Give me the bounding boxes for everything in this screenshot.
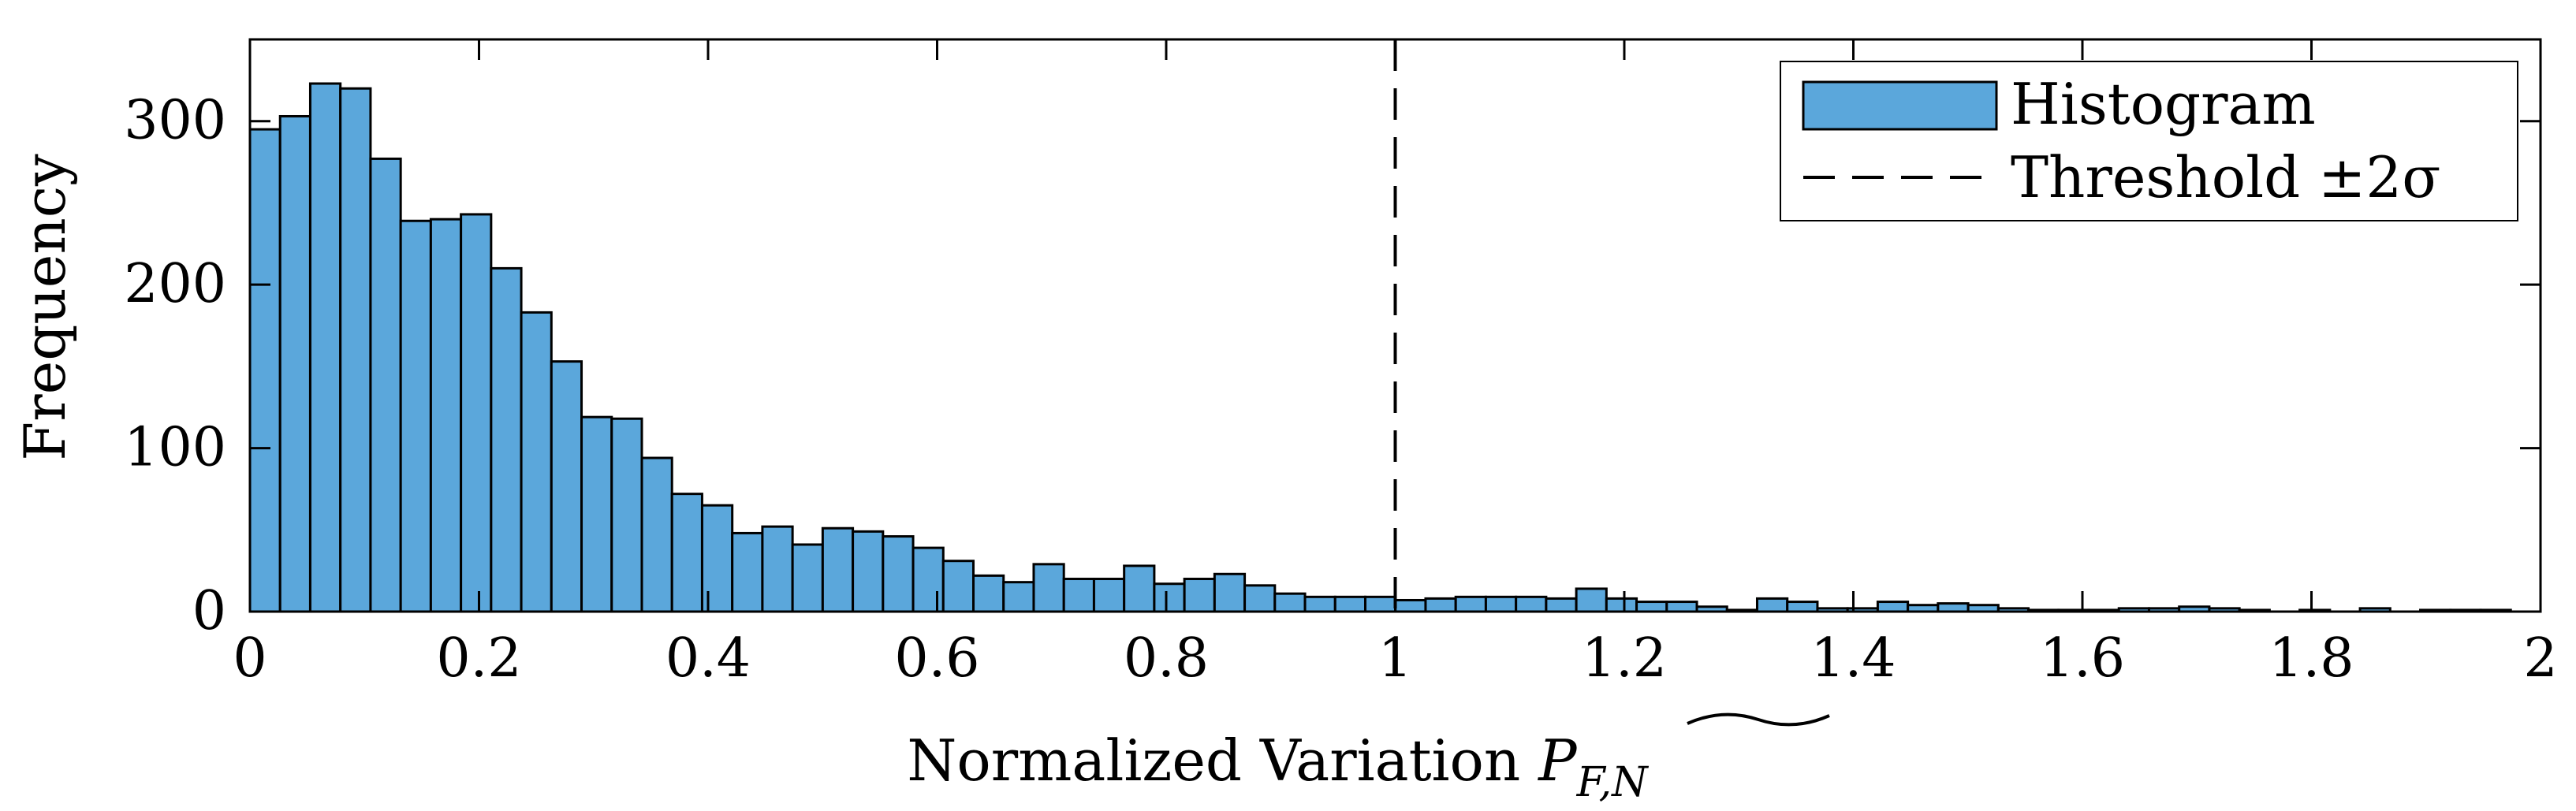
histogram-bar: [1213, 572, 1247, 613]
histogram-bar: [1123, 564, 1156, 613]
histogram-bar: [670, 493, 703, 613]
histogram-bar: [1484, 595, 1518, 613]
legend-threshold-label: Threshold ±2σ: [2011, 144, 2440, 210]
x-tick-label: 1: [1378, 627, 1412, 690]
histogram-bar: [399, 219, 432, 613]
x-tick-label: 0.6: [894, 627, 979, 690]
legend-histogram-swatch: [1802, 80, 1998, 131]
histogram-bar: [731, 531, 764, 613]
legend: Histogram Threshold ±2σ: [1780, 61, 2518, 221]
histogram-bar: [700, 504, 734, 613]
histogram-bar: [640, 456, 673, 613]
histogram-bar: [1575, 587, 1608, 613]
histogram-bar: [821, 526, 855, 613]
histogram-bar: [1394, 598, 1427, 613]
histogram-bar: [1454, 595, 1487, 613]
y-tick-label: 300: [124, 90, 226, 152]
x-tick-label: 0: [233, 627, 267, 690]
x-axis-label-subscript: F,N: [1576, 759, 1650, 806]
y-tick-label: 200: [124, 253, 226, 315]
histogram-bar: [852, 530, 885, 613]
y-axis-ticks: 0 100 200 300: [124, 90, 2541, 642]
histogram-bar: [1364, 595, 1397, 613]
histogram-bar: [1545, 597, 1578, 613]
histogram-bar: [761, 525, 794, 613]
x-tick-label: 1.8: [2268, 627, 2354, 690]
x-axis-label-text: Normalized Variation: [907, 727, 1538, 794]
histogram-bar: [490, 266, 523, 613]
histogram-bar: [941, 560, 975, 613]
x-axis-label-tilde: [1687, 712, 1830, 727]
histogram-bar: [1243, 584, 1277, 613]
x-tick-label: 0.4: [665, 627, 751, 690]
x-tick-label: 1.2: [1582, 627, 1667, 690]
x-tick-label: 2: [2523, 627, 2557, 690]
histogram-bar: [278, 114, 311, 613]
histogram-bar: [1605, 597, 1638, 613]
histogram-bar: [1092, 578, 1126, 613]
histogram-bar: [460, 213, 493, 613]
x-axis-ticks: 0 0.2 0.4 0.6 0.8 1 1.2 1.4 1.6 1.8 2: [233, 39, 2558, 690]
histogram-bar: [580, 415, 613, 613]
histogram-bar: [308, 82, 342, 613]
histogram-bar: [1786, 601, 1819, 613]
histogram-bar: [610, 417, 643, 613]
histogram-bar: [520, 311, 553, 613]
x-tick-label: 1.4: [1810, 627, 1896, 690]
histogram-bars: [248, 82, 2512, 613]
legend-histogram-label: Histogram: [2011, 71, 2316, 137]
histogram-bar: [882, 535, 915, 613]
histogram-bar: [1755, 597, 1789, 613]
x-axis-label: Normalized Variation PF,N: [907, 727, 1649, 806]
histogram-bar: [1424, 597, 1457, 613]
histogram-bar: [1937, 602, 1970, 613]
histogram-bar: [1273, 592, 1307, 613]
histogram-bar: [1333, 595, 1367, 613]
histogram-bar: [1153, 582, 1186, 613]
x-tick-label: 1.6: [2040, 627, 2125, 690]
histogram-bar: [791, 543, 824, 613]
histogram-bar: [1062, 578, 1095, 613]
histogram-bar: [1303, 595, 1336, 613]
histogram-bar: [1665, 601, 1698, 613]
histogram-bar: [550, 360, 583, 613]
histogram-bar: [1032, 563, 1065, 613]
histogram-bar: [429, 218, 463, 613]
x-tick-label: 0.8: [1124, 627, 1209, 690]
x-axis-label-symbol: P: [1537, 727, 1578, 794]
histogram-bar: [1635, 601, 1668, 613]
y-axis-label: Frequency: [12, 154, 78, 461]
histogram-bar: [369, 157, 402, 613]
histogram-bar: [972, 574, 1005, 613]
histogram-bar: [911, 546, 945, 613]
histogram-bar: [248, 128, 281, 613]
histogram-bar: [1876, 601, 1910, 613]
histogram-bar: [1515, 595, 1548, 613]
histogram-bar: [1002, 581, 1035, 613]
x-tick-label: 0.2: [436, 627, 521, 690]
histogram-bar: [1183, 578, 1216, 613]
y-tick-label: 0: [192, 580, 226, 642]
histogram-bar: [339, 87, 372, 613]
y-tick-label: 100: [124, 417, 226, 479]
